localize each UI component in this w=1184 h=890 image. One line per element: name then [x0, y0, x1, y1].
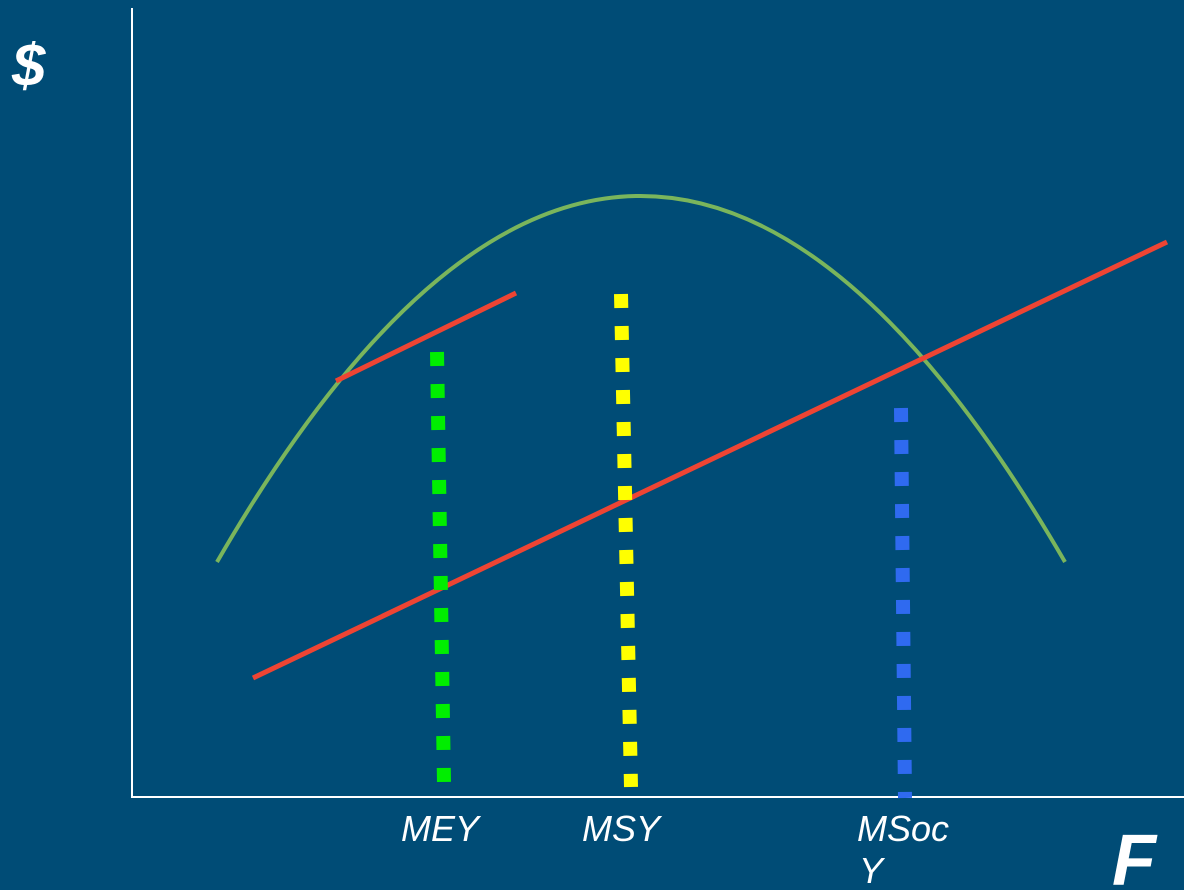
mey-label: MEY	[401, 808, 482, 849]
msocy-marker-line	[894, 407, 912, 799]
msocy-label-line1: MSoc	[857, 808, 949, 849]
cost-line	[251, 239, 1169, 681]
msy-label: MSY	[582, 808, 663, 849]
y-axis-label: $	[11, 32, 46, 99]
msocy-label-line2: Y	[859, 850, 886, 890]
x-axis-label: F	[1112, 821, 1158, 890]
tangent-line	[334, 290, 518, 384]
msy-marker-line	[614, 293, 638, 788]
mey-marker-line	[430, 351, 451, 784]
